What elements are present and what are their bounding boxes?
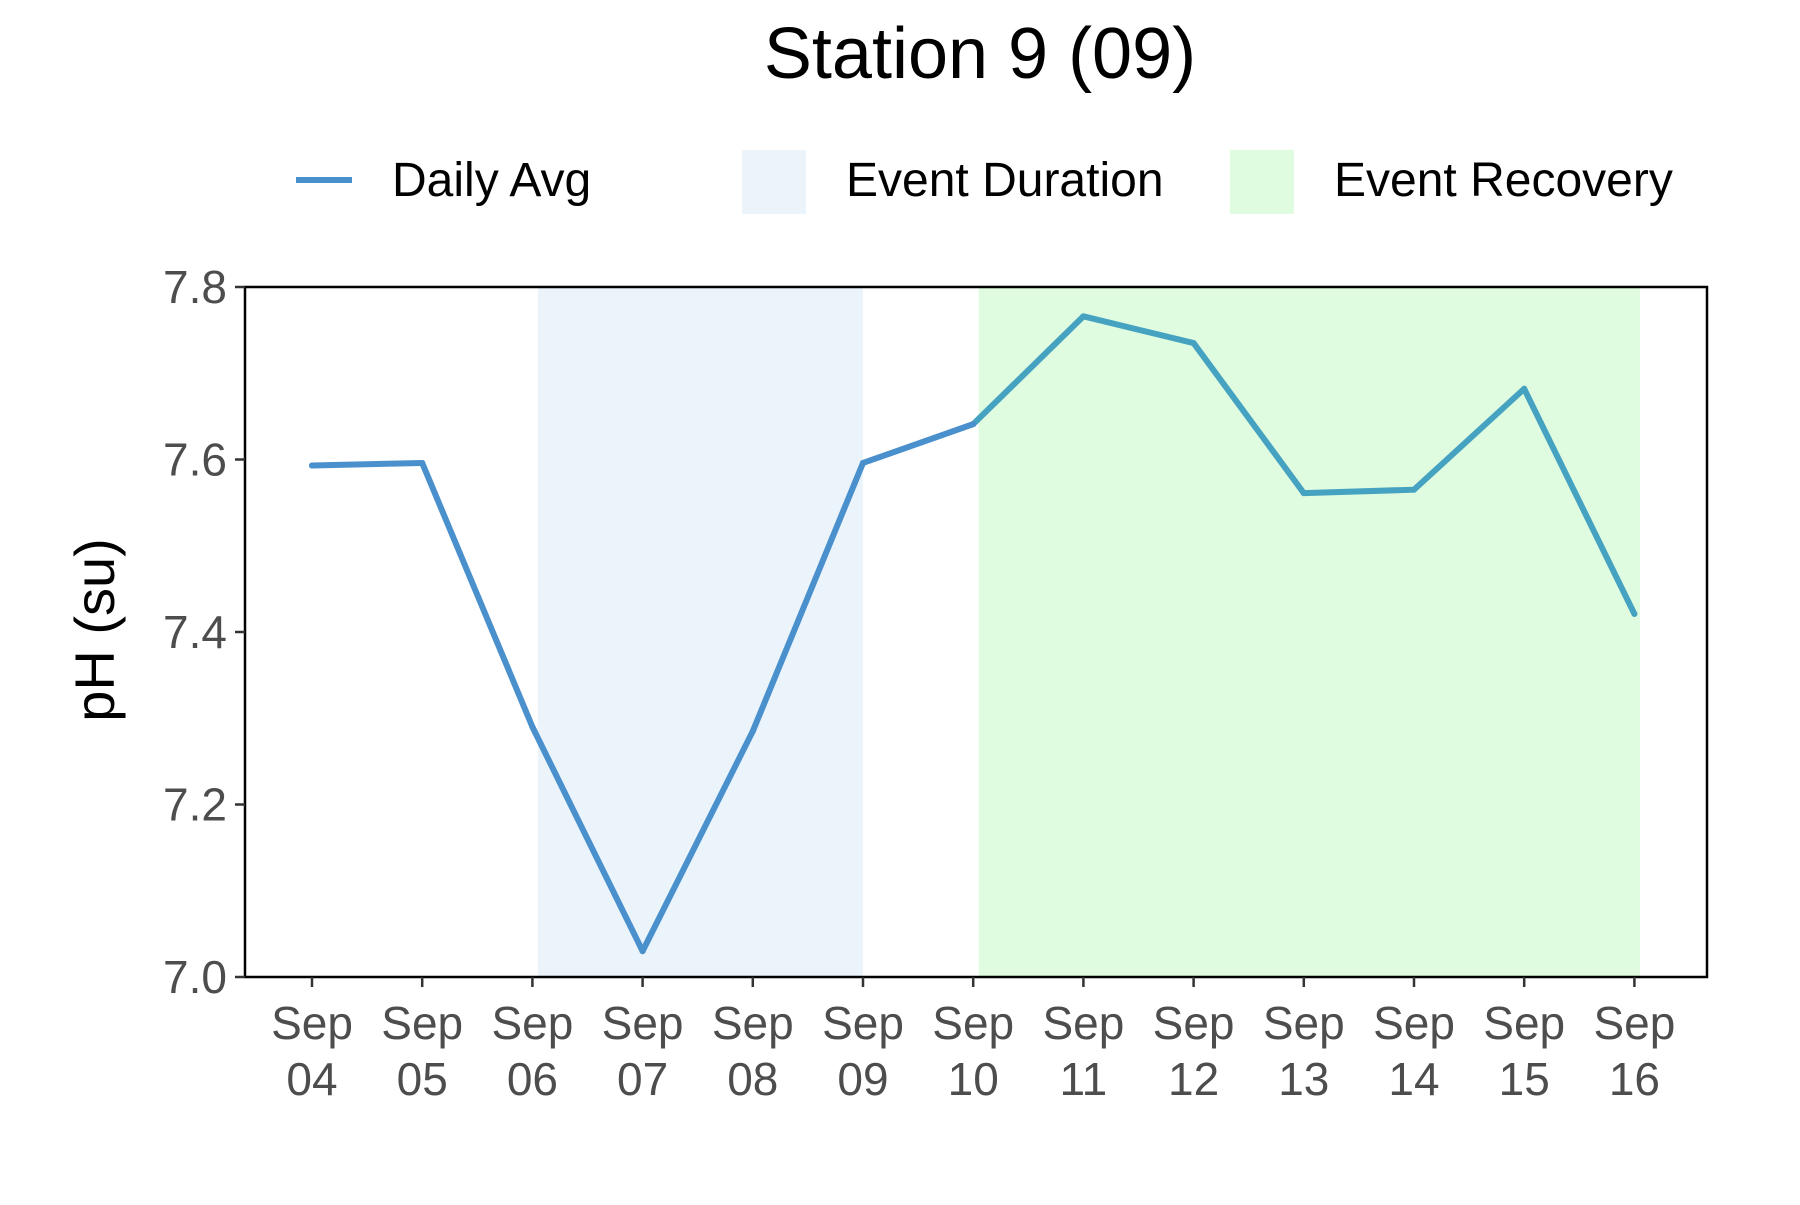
x-tick-label-line: Sep	[271, 997, 353, 1049]
x-tick-label-line: 13	[1278, 1053, 1329, 1105]
series-segment-sep-10	[970, 313, 1087, 428]
x-tick-label: Sep 12	[1153, 997, 1235, 1105]
x-tick-label: Sep 11	[1042, 997, 1124, 1105]
x-tick-label-line: 08	[727, 1053, 778, 1105]
x-tick-label-line: 14	[1388, 1053, 1439, 1105]
x-tick-label: Sep 05	[381, 997, 463, 1105]
legend-label-daily-avg: Daily Avg	[392, 154, 591, 207]
x-tick-label-line: Sep	[381, 997, 463, 1049]
y-axis: 7.0 7.2 7.4 7.6 7.8	[163, 261, 245, 1003]
data-point-sep-09	[860, 459, 866, 466]
y-axis-title: pH (su)	[63, 538, 126, 722]
x-tick-label-line: 12	[1168, 1053, 1219, 1105]
y-tick-label: 7.2	[163, 779, 227, 831]
series-segment-sep-11	[1080, 313, 1197, 347]
x-tick-label: Sep 10	[932, 997, 1014, 1105]
series-segment-sep-04	[309, 459, 426, 469]
series-segment-sep-05	[419, 459, 536, 730]
y-tick-label: 7.8	[163, 261, 227, 313]
x-tick-label: Sep 09	[822, 997, 904, 1105]
x-tick-label-line: Sep	[602, 997, 684, 1049]
x-tick-label: Sep 07	[602, 997, 684, 1105]
x-tick-label-line: Sep	[1483, 997, 1565, 1049]
series-segment-sep-08	[749, 459, 866, 735]
data-point-sep-06	[529, 723, 536, 730]
series-segment-sep-06	[529, 723, 646, 955]
x-tick-label-line: Sep	[1153, 997, 1235, 1049]
x-tick-label-line: 16	[1609, 1053, 1660, 1105]
x-tick-label: Sep 13	[1263, 997, 1345, 1105]
band-event-recovery	[978, 287, 1640, 977]
series-layer	[309, 313, 1638, 955]
data-point-sep-07	[639, 948, 646, 955]
x-tick-label: Sep 16	[1593, 997, 1675, 1105]
x-tick-label-line: Sep	[1373, 997, 1455, 1049]
x-tick-label-line: 07	[617, 1053, 668, 1105]
x-tick-label-line: 04	[286, 1053, 337, 1105]
x-tick-label: Sep 14	[1373, 997, 1455, 1105]
y-tick-label: 7.0	[163, 951, 227, 1003]
series-segment-sep-12	[1190, 340, 1307, 497]
data-point-sep-14	[1411, 486, 1417, 493]
data-point-sep-15	[1521, 385, 1528, 392]
x-tick-label-line: 05	[397, 1053, 448, 1105]
x-tick-label-line: Sep	[1042, 997, 1124, 1049]
legend: Daily Avg Event Duration Event Recovery	[296, 150, 1673, 214]
chart-title: Station 9 (09)	[764, 14, 1196, 94]
x-tick-label: Sep 04	[271, 997, 353, 1105]
x-tick-label-line: Sep	[932, 997, 1014, 1049]
bands-layer	[537, 287, 1640, 977]
x-tick-label-line: 10	[948, 1053, 999, 1105]
data-point-sep-05	[419, 459, 426, 466]
x-tick-label-line: 11	[1060, 1053, 1108, 1105]
x-tick-label-line: Sep	[491, 997, 573, 1049]
legend-swatch-event-duration	[742, 150, 806, 214]
x-tick-label: Sep 15	[1483, 997, 1565, 1105]
x-tick-label-line: 06	[507, 1053, 558, 1105]
data-point-sep-12	[1190, 340, 1197, 347]
data-point-sep-08	[749, 728, 756, 735]
legend-label-event-duration: Event Duration	[846, 154, 1164, 207]
legend-label-event-recovery: Event Recovery	[1334, 154, 1673, 207]
x-tick-label-line: Sep	[822, 997, 904, 1049]
x-tick-label-line: Sep	[1593, 997, 1675, 1049]
x-tick-label-line: Sep	[1263, 997, 1345, 1049]
x-tick-label-line: Sep	[712, 997, 794, 1049]
series-segment-sep-15	[1521, 385, 1638, 617]
series-segment-sep-13	[1300, 486, 1417, 497]
x-tick-label-line: 09	[837, 1053, 888, 1105]
x-tick-label-line: 15	[1499, 1053, 1550, 1105]
x-tick-label: Sep 06	[491, 997, 573, 1105]
data-point-sep-13	[1300, 490, 1307, 497]
data-point-sep-10	[970, 421, 977, 428]
series-segment-sep-09	[860, 421, 977, 466]
legend-swatch-event-recovery	[1230, 150, 1294, 214]
series-segment-sep-14	[1411, 385, 1528, 493]
y-tick-label: 7.4	[163, 606, 227, 658]
y-tick-label: 7.6	[163, 434, 227, 486]
data-point-sep-16	[1631, 610, 1638, 617]
series-segment-sep-07	[639, 728, 756, 955]
data-point-sep-11	[1080, 313, 1087, 320]
band-event-duration	[537, 287, 863, 977]
x-tick-label: Sep 08	[712, 997, 794, 1105]
data-point-sep-04	[309, 462, 315, 469]
